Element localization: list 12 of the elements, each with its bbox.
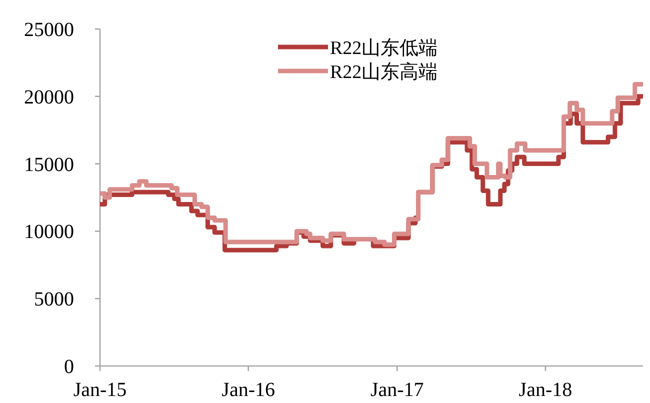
- y-tick-label: 5000: [34, 288, 74, 311]
- y-tick-label: 20000: [24, 86, 74, 108]
- x-tick-label: Jan-17: [370, 379, 424, 401]
- y-tick-label: 10000: [24, 221, 74, 244]
- y-tick-label: 25000: [24, 19, 74, 41]
- x-tick-label: Jan-16: [222, 379, 276, 401]
- y-tick-label: 15000: [24, 154, 74, 176]
- x-tick-label: Jan-18: [518, 379, 572, 401]
- legend-label: R22山东高端: [330, 61, 438, 83]
- x-tick-label: Jan-15: [73, 379, 127, 401]
- legend-label: R22山东低端: [330, 38, 438, 59]
- y-tick-label: 0: [64, 356, 74, 378]
